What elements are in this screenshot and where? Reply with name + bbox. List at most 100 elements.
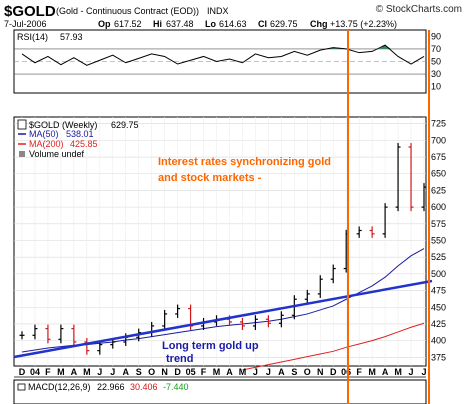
macd-swatch [17, 383, 26, 391]
rsi-grid [14, 48, 426, 75]
price-bar [317, 275, 323, 298]
rsi-value: 57.93 [60, 32, 83, 42]
x-tick-label: F [45, 367, 51, 377]
macd-label: MACD(12,26,9) [28, 382, 91, 392]
x-tick-label: M [239, 367, 247, 377]
x-tick-label: A [382, 367, 389, 377]
annotation-trend-line2: trend [166, 353, 194, 365]
x-tick-label: J [110, 367, 115, 377]
x-tick-label: A [71, 367, 78, 377]
price-bar [395, 143, 401, 212]
price-bar [330, 264, 336, 284]
x-tick-label: A [226, 367, 233, 377]
x-tick-label: M [83, 367, 91, 377]
macd-value-3: -7.440 [163, 382, 189, 392]
change-value: +13.75 (+2.23%) [330, 19, 397, 29]
x-tick-label: J [409, 367, 414, 377]
low-value: 614.63 [219, 19, 247, 29]
x-tick-label: O [304, 367, 311, 377]
high-label: Hi [153, 19, 162, 29]
price-tick-label: 500 [431, 269, 446, 279]
macd-value-2: 30.406 [130, 382, 158, 392]
price-axis: 725 700 675 650 625 600 575 550 525 500 475 450 425 4… [431, 119, 446, 363]
price-tick-label: 400 [431, 336, 446, 346]
legend-ma200-label: MA(200) [29, 139, 64, 149]
symbol-description: (Gold - Continuous Contract (EOD)) [56, 6, 199, 16]
exchange-label: INDX [207, 6, 229, 16]
price-tick-label: 525 [431, 252, 446, 262]
price-bar [252, 315, 258, 330]
x-tick-label: O [148, 367, 155, 377]
rsi-tick-label: 10 [431, 82, 441, 92]
macd-value-1: 22.966 [97, 382, 125, 392]
price-tick-label: 675 [431, 152, 446, 162]
price-bar [421, 183, 427, 212]
x-tick-label: M [57, 367, 65, 377]
rsi-axis: 90 70 50 30 10 [431, 31, 441, 91]
price-bar [239, 317, 245, 330]
x-axis-labels: D 04 F M A M J J A S O N D 05 F M A M J J A S O N D 06 F M A M J J [19, 367, 427, 377]
close-value: 629.75 [270, 19, 298, 29]
x-tick-label: J [266, 367, 271, 377]
quote-ohlc: Op 617.52 Hi 637.48 Lo 614.63 Cl 629.75 … [98, 19, 397, 29]
price-bar [71, 324, 77, 346]
price-tick-label: 600 [431, 202, 446, 212]
price-bars [19, 143, 427, 355]
close-label: Cl [258, 19, 267, 29]
x-tick-label: 05 [186, 367, 196, 377]
x-tick-label: A [122, 367, 129, 377]
x-tick-label: J [421, 367, 426, 377]
x-tick-label: J [97, 367, 102, 377]
price-bar [175, 304, 181, 318]
price-legend: $GOLD (Weekly) 629.75 MA(50) 538.01 MA(2… [17, 119, 139, 159]
price-bar [304, 289, 310, 304]
legend-ma50-label: MA(50) [29, 129, 59, 139]
x-tick-label: D [330, 367, 337, 377]
macd-panel [13, 379, 427, 404]
price-bar [19, 331, 25, 340]
price-tick-label: 700 [431, 135, 446, 145]
price-bar [382, 203, 388, 238]
low-label: Lo [205, 19, 216, 29]
x-tick-label: 06 [341, 367, 351, 377]
annotation-trend-line1: Long term gold up [162, 340, 259, 352]
price-bar [97, 340, 103, 355]
annotation-rates-line2: and stock markets - [158, 172, 262, 184]
change-label: Chg [310, 19, 328, 29]
price-tick-label: 375 [431, 352, 446, 362]
price-bar [265, 315, 271, 328]
x-tick-label: S [291, 367, 297, 377]
x-tick-label: F [356, 367, 362, 377]
legend-volume-label: Volume undef [29, 149, 85, 159]
x-tick-label: M [368, 367, 376, 377]
legend-swatch-gold [17, 119, 27, 130]
trend-line [13, 279, 433, 359]
x-tick-label: N [317, 367, 324, 377]
annotation-rates-line1: Interest rates synchronizing gold [158, 156, 331, 168]
rsi-line [21, 44, 425, 66]
x-tick-label: D [174, 367, 181, 377]
brand-label: © StockCharts.com [376, 4, 462, 15]
x-tick-label: A [278, 367, 285, 377]
price-bar [45, 324, 51, 344]
open-label: Op [98, 19, 111, 29]
price-tick-label: 625 [431, 185, 446, 195]
price-bar [32, 324, 38, 340]
x-tick-label: S [136, 367, 142, 377]
price-bar [162, 309, 168, 330]
x-tick-label: J [253, 367, 258, 377]
legend-ma200-value: 425.85 [70, 139, 98, 149]
legend-gold-value: 629.75 [111, 120, 139, 130]
price-tick-label: 425 [431, 319, 446, 329]
legend-gold-label: $GOLD (Weekly) [29, 120, 97, 130]
price-tick-label: 725 [431, 119, 446, 129]
price-bar [408, 143, 414, 212]
price-tick-label: 450 [431, 302, 446, 312]
rsi-tick-label: 50 [431, 57, 441, 67]
price-panel [13, 116, 427, 367]
price-bar [369, 226, 375, 238]
x-tick-label: M [394, 367, 402, 377]
x-tick-label: 04 [30, 367, 40, 377]
ma200-line [242, 322, 425, 371]
